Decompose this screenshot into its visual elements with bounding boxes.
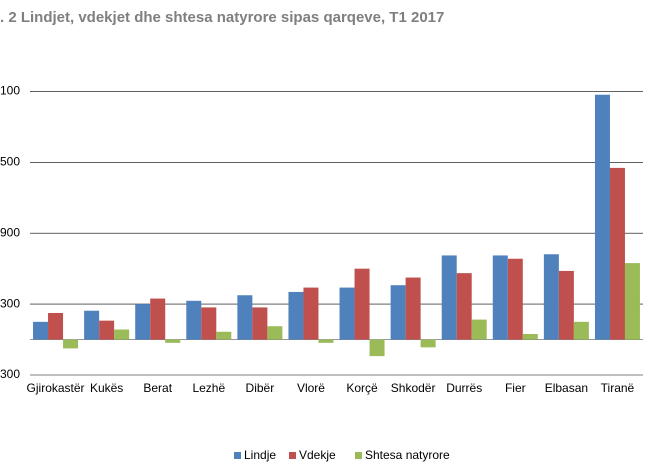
bar (252, 307, 268, 340)
bar (267, 326, 283, 340)
bar (114, 329, 130, 340)
bar (420, 339, 436, 348)
legend-swatch (289, 452, 296, 459)
bar (573, 321, 589, 340)
x-tick-label: Berat (143, 381, 172, 395)
bar (354, 268, 370, 340)
bar (471, 319, 487, 340)
y-tick-label: 300 (0, 296, 20, 310)
bar (390, 285, 406, 340)
bar (558, 270, 574, 340)
bar (99, 320, 115, 340)
bar (33, 321, 49, 340)
x-tick-label: Shkodër (391, 381, 436, 395)
bar (303, 287, 319, 340)
bar (339, 287, 355, 340)
x-tick-label: Vlorë (297, 381, 325, 395)
bar (165, 339, 181, 343)
y-tick-label: 2100 (0, 84, 20, 98)
bar (594, 94, 610, 340)
y-tick-label: 1500 (0, 155, 20, 169)
legend-swatch (355, 452, 362, 459)
x-tick-label: Fier (505, 381, 526, 395)
x-tick-label: Durrës (446, 381, 482, 395)
y-tick-label: -300 (0, 367, 20, 381)
bar (135, 304, 151, 340)
y-tick-label: 900 (0, 225, 20, 239)
x-tick-label: Dibër (246, 381, 275, 395)
legend-swatch (234, 452, 241, 459)
bar (237, 295, 253, 340)
chart-title: . 2 Lindjet, vdekjet dhe shtesa natyrore… (0, 9, 444, 26)
bar (63, 339, 79, 349)
x-tick-label: Lezhë (192, 381, 225, 395)
bar (84, 310, 100, 340)
bar (150, 298, 166, 340)
bar (216, 331, 232, 340)
bar (456, 273, 472, 340)
legend-label: Shtesa natyrore (365, 448, 450, 462)
x-tick-label: Gjirokastër (27, 381, 85, 395)
bar (48, 312, 64, 340)
x-tick-label: Tiranë (601, 381, 635, 395)
bar (492, 255, 508, 340)
bar (543, 254, 559, 340)
bar (201, 307, 217, 340)
legend-label: Vdekje (299, 448, 336, 462)
bar (288, 291, 304, 340)
bar (405, 277, 421, 340)
x-tick-label: Kukës (90, 381, 123, 395)
bar (369, 339, 385, 357)
x-tick-label: Elbasan (545, 381, 588, 395)
bar (441, 255, 457, 340)
bar (318, 339, 334, 343)
legend-label: Lindje (244, 448, 276, 462)
bar (186, 300, 202, 340)
bar (624, 263, 640, 340)
bar (507, 258, 523, 340)
bar (609, 167, 625, 340)
bar (522, 334, 538, 340)
x-tick-label: Korçë (346, 381, 378, 395)
